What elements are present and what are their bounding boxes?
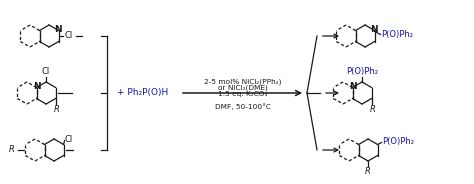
Text: N: N xyxy=(349,82,356,91)
Text: Cl: Cl xyxy=(64,31,73,40)
Text: 1.5 eq. K₂CO₃: 1.5 eq. K₂CO₃ xyxy=(218,91,267,97)
Text: + Ph₂P(O)H: + Ph₂P(O)H xyxy=(117,89,168,98)
Text: N: N xyxy=(33,82,40,91)
Text: N: N xyxy=(54,25,62,34)
Text: R: R xyxy=(365,167,371,176)
Text: R: R xyxy=(54,105,60,114)
Text: R: R xyxy=(370,105,375,114)
Text: 2-5 mol% NiCl₂(PPh₂): 2-5 mol% NiCl₂(PPh₂) xyxy=(204,79,281,85)
Text: DMF, 50-100°C: DMF, 50-100°C xyxy=(215,103,271,110)
Text: P(O)Ph₂: P(O)Ph₂ xyxy=(383,137,415,146)
Text: R: R xyxy=(9,146,15,155)
Text: N: N xyxy=(370,25,377,34)
Text: P(O)Ph₂: P(O)Ph₂ xyxy=(346,67,378,76)
Text: Cl: Cl xyxy=(42,67,50,76)
Text: Cl: Cl xyxy=(64,135,73,144)
Text: P(O)Ph₂: P(O)Ph₂ xyxy=(382,30,414,39)
Text: or NiCl₂(DME): or NiCl₂(DME) xyxy=(218,84,267,91)
